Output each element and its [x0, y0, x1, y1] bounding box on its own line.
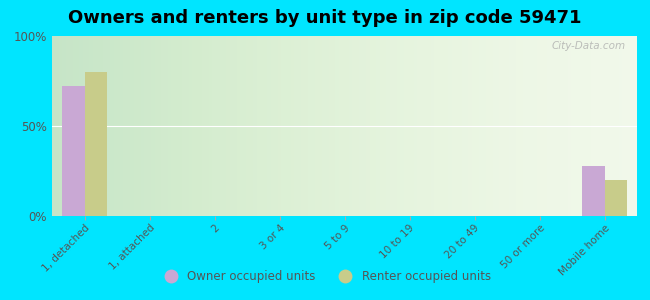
Bar [62, 86, 84, 216]
Bar [582, 166, 604, 216]
Legend: Owner occupied units, Renter occupied units: Owner occupied units, Renter occupied un… [154, 266, 496, 288]
Text: Owners and renters by unit type in zip code 59471: Owners and renters by unit type in zip c… [68, 9, 582, 27]
Text: City-Data.com: City-Data.com [551, 41, 625, 51]
Bar [604, 180, 627, 216]
Bar [84, 72, 107, 216]
